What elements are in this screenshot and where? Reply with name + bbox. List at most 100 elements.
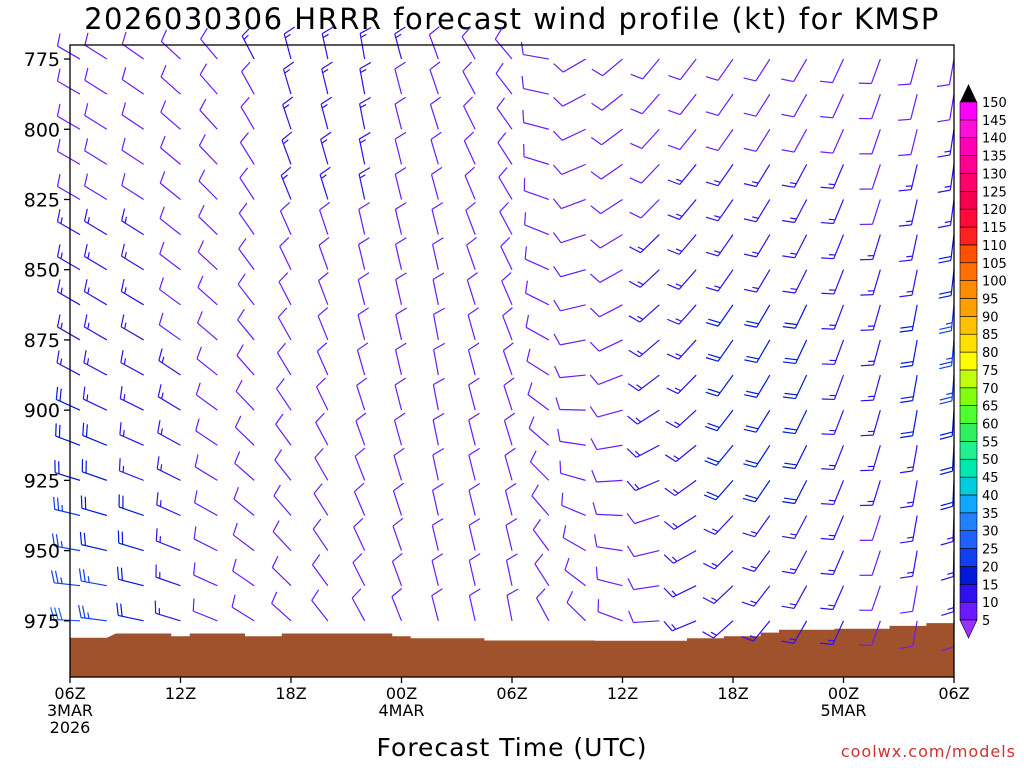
barb-feather bbox=[524, 212, 527, 225]
wind-barb bbox=[282, 61, 295, 95]
wind-barb bbox=[589, 304, 623, 318]
barb-staff bbox=[275, 423, 292, 446]
wind-barb bbox=[160, 100, 181, 130]
barb-feather bbox=[821, 503, 834, 506]
barb-feather bbox=[900, 575, 913, 579]
barb-feather bbox=[552, 130, 563, 141]
barb-half-feather bbox=[87, 216, 90, 224]
wind-barb bbox=[860, 374, 881, 402]
wind-barb bbox=[627, 374, 660, 392]
colorbar-segment bbox=[959, 226, 978, 246]
wind-barb bbox=[56, 244, 81, 271]
barb-half-feather bbox=[714, 250, 721, 254]
colorbar-segment bbox=[959, 244, 978, 264]
barb-half-feather bbox=[359, 139, 366, 144]
colorbar-segment bbox=[959, 476, 978, 496]
wind-barb bbox=[431, 237, 444, 270]
wind-barb bbox=[663, 620, 697, 632]
wind-barb bbox=[432, 448, 445, 481]
barb-staff bbox=[910, 199, 918, 225]
colorbar-label: 70 bbox=[982, 382, 999, 397]
barb-feather bbox=[527, 382, 533, 395]
wind-barb bbox=[504, 482, 517, 516]
barb-feather bbox=[500, 237, 511, 247]
barb-staff bbox=[640, 163, 660, 184]
barb-feather bbox=[744, 288, 757, 293]
barb-feather bbox=[938, 294, 952, 299]
wind-barb bbox=[667, 304, 697, 325]
barb-half-feather bbox=[749, 635, 757, 639]
barb-half-feather bbox=[124, 287, 127, 294]
barb-feather bbox=[626, 545, 635, 557]
barb-half-feather bbox=[320, 174, 327, 179]
barb-staff bbox=[121, 78, 145, 95]
barb-feather bbox=[503, 342, 514, 351]
barb-half-feather bbox=[906, 220, 913, 223]
wind-barb bbox=[354, 447, 366, 481]
wind-barb bbox=[431, 588, 443, 621]
wind-barb bbox=[157, 384, 181, 411]
barb-feather bbox=[84, 138, 89, 151]
barb-staff bbox=[601, 128, 623, 146]
wind-barb bbox=[315, 377, 329, 411]
wind-barb bbox=[393, 412, 406, 446]
barb-staff bbox=[84, 79, 108, 95]
barb-staff bbox=[281, 139, 292, 165]
barb-staff bbox=[833, 480, 845, 505]
barb-staff bbox=[756, 374, 771, 398]
barb-feather bbox=[820, 221, 834, 225]
barb-feather bbox=[781, 149, 795, 153]
barb-staff bbox=[392, 490, 403, 516]
barb-staff bbox=[433, 349, 439, 376]
wind-barb bbox=[159, 171, 181, 200]
barb-feather bbox=[313, 483, 323, 494]
wind-barb bbox=[195, 382, 218, 411]
barb-feather bbox=[520, 41, 524, 55]
wind-barb bbox=[900, 445, 918, 474]
wind-barb bbox=[320, 96, 333, 130]
wind-barb bbox=[940, 515, 955, 546]
wind-barb bbox=[318, 272, 329, 306]
wind-barb bbox=[466, 236, 477, 270]
barb-feather bbox=[743, 428, 757, 433]
barb-feather bbox=[466, 236, 477, 246]
barb-half-feather bbox=[60, 322, 63, 330]
barb-half-feather bbox=[711, 597, 718, 602]
barb-feather bbox=[821, 292, 835, 295]
barb-staff bbox=[192, 610, 218, 622]
barb-half-feather bbox=[671, 624, 677, 630]
barb-half-feather bbox=[124, 322, 127, 329]
wind-barb bbox=[281, 131, 293, 165]
barb-feather bbox=[280, 201, 291, 212]
barb-feather bbox=[156, 492, 159, 505]
wind-barb bbox=[531, 484, 550, 516]
barb-staff bbox=[359, 33, 366, 60]
barb-staff bbox=[428, 34, 439, 60]
barb-staff bbox=[523, 53, 549, 60]
barb-feather bbox=[55, 423, 57, 437]
barb-feather bbox=[820, 572, 834, 576]
barb-staff bbox=[433, 314, 439, 341]
wind-barb bbox=[900, 410, 918, 439]
barb-staff bbox=[535, 597, 550, 622]
barb-feather bbox=[741, 601, 755, 607]
barb-half-feather bbox=[635, 417, 642, 423]
barb-staff bbox=[912, 445, 918, 471]
barb-staff bbox=[794, 444, 808, 469]
wind-barb bbox=[782, 199, 808, 224]
barb-feather bbox=[158, 312, 164, 326]
barb-feather bbox=[705, 146, 719, 152]
barb-feather bbox=[628, 280, 641, 288]
barb-feather bbox=[193, 562, 196, 576]
wind-barb bbox=[56, 314, 81, 341]
x-tick-label: 4MAR bbox=[378, 701, 424, 720]
barb-staff bbox=[468, 525, 476, 551]
wind-barb bbox=[158, 312, 181, 341]
wind-barb bbox=[939, 410, 955, 440]
barb-feather bbox=[562, 525, 567, 538]
wind-barb bbox=[394, 202, 407, 235]
wind-barb bbox=[821, 304, 845, 330]
wind-barb bbox=[859, 164, 881, 190]
barb-half-feather bbox=[711, 562, 718, 567]
wind-barb bbox=[200, 28, 218, 60]
